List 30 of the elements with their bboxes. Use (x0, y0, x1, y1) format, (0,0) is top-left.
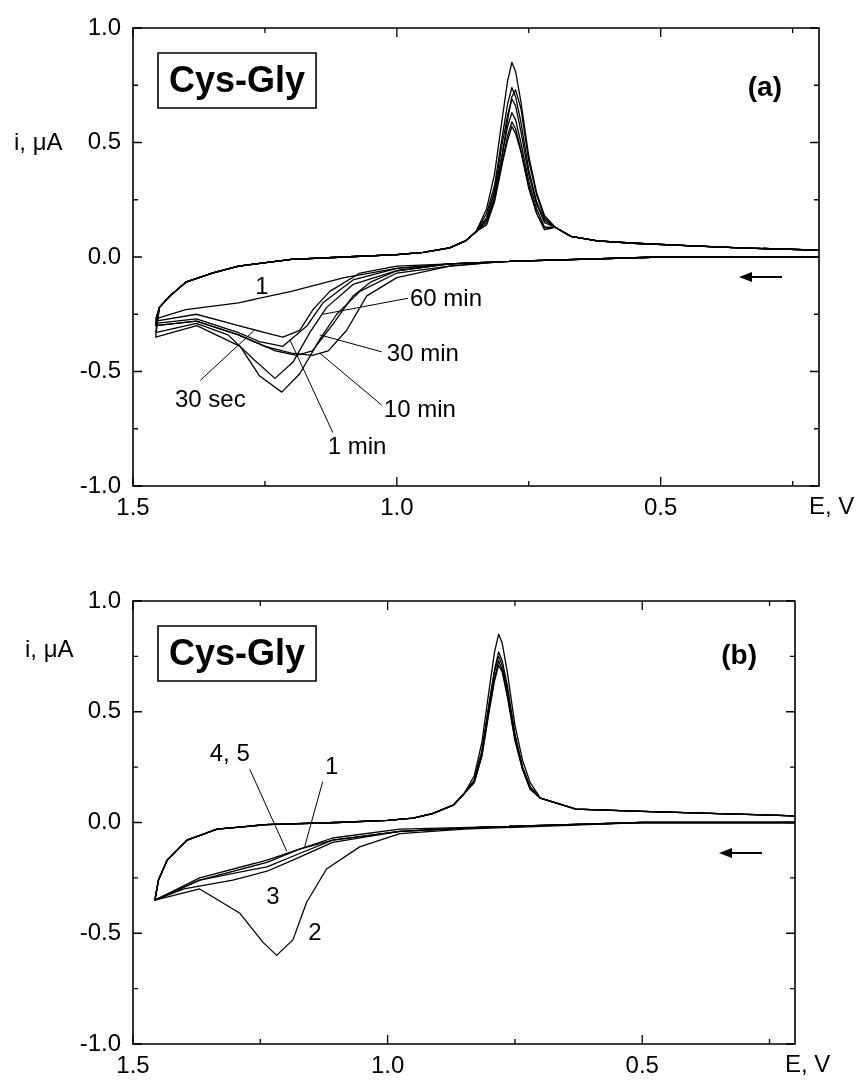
text: (b) (721, 638, 757, 670)
y-tick-label: 0.0 (87, 241, 121, 269)
x-tick-label: 1.0 (380, 493, 414, 521)
x-tick-label: 1.0 (370, 1051, 405, 1079)
annotation: 1 (255, 271, 269, 299)
y-tick-label: 0.5 (87, 696, 121, 724)
text: Cys-Gly (169, 58, 306, 100)
text: (a) (747, 70, 782, 102)
annotation: 1 min (327, 432, 387, 460)
annotation: 10 min (383, 394, 456, 422)
text: Cys-Gly (169, 631, 306, 673)
x-tick-label: 0.5 (625, 1051, 659, 1079)
y-tick-label: 0.0 (87, 807, 121, 835)
x-axis-title: E, V (785, 1049, 831, 1077)
annotation: 60 min (409, 283, 483, 311)
annotation: 1 (324, 752, 339, 780)
annotation: 3 (266, 881, 280, 909)
y-axis-title: i, μA (14, 127, 63, 155)
annotation: 4, 5 (209, 738, 250, 766)
x-tick-label: 0.5 (644, 493, 678, 521)
y-tick-label: -0.5 (79, 356, 121, 384)
annotation: 30 sec (175, 384, 246, 412)
annotation: 30 min (386, 339, 459, 367)
y-tick-label: 1.0 (87, 585, 121, 613)
x-axis-title: E, V (809, 491, 855, 519)
y-tick-label: 0.5 (87, 127, 121, 155)
y-tick-label: -0.5 (79, 917, 121, 945)
y-tick-label: 1.0 (87, 12, 121, 40)
y-axis-title: i, μA (25, 634, 74, 662)
annotation: 2 (308, 917, 322, 945)
